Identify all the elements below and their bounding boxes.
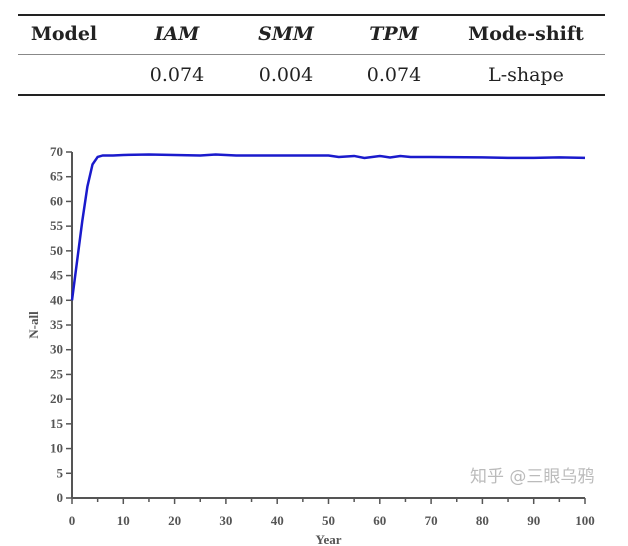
x-tick-label: 50: [322, 513, 335, 528]
header-tpm: TPM: [369, 23, 419, 45]
y-tick-label: 60: [50, 193, 63, 208]
y-tick-label: 15: [50, 416, 64, 431]
y-tick-label: 5: [57, 465, 64, 480]
y-tick-label: 55: [50, 218, 64, 233]
y-tick-label: 70: [50, 144, 63, 159]
header-iam: IAM: [154, 23, 200, 45]
y-tick-label: 35: [50, 317, 64, 332]
x-tick-label: 30: [219, 513, 232, 528]
cell-mode-shift: L-shape: [488, 64, 564, 86]
y-axis-label: N-all: [26, 311, 41, 339]
x-tick-label: 70: [425, 513, 438, 528]
y-tick-label: 30: [50, 342, 63, 357]
x-tick-label: 90: [527, 513, 540, 528]
x-tick-label: 40: [271, 513, 284, 528]
y-tick-label: 10: [50, 441, 63, 456]
x-tick-label: 60: [373, 513, 386, 528]
y-tick-label: 0: [57, 490, 64, 505]
y-tick-label: 50: [50, 243, 63, 258]
table-top-rule: [18, 14, 605, 16]
watermark: 知乎 @三眼乌鸦: [470, 467, 595, 487]
y-tick-label: 20: [50, 391, 63, 406]
header-smm: SMM: [258, 23, 314, 45]
x-tick-label: 80: [476, 513, 489, 528]
y-tick-label: 40: [50, 292, 63, 307]
table-mid-rule: [18, 54, 605, 55]
x-axis-label: Year: [316, 532, 342, 546]
x-tick-label: 20: [168, 513, 181, 528]
cell-iam: 0.074: [149, 64, 205, 86]
header-mode-shift: Mode-shift: [468, 23, 584, 45]
header-model: Model: [30, 23, 98, 45]
cell-smm: 0.004: [258, 64, 314, 86]
cell-tpm: 0.074: [366, 64, 422, 86]
x-tick-label: 0: [69, 513, 76, 528]
x-tick-label: 100: [575, 513, 595, 528]
y-tick-label: 45: [50, 268, 64, 283]
y-tick-label: 25: [50, 366, 64, 381]
table-bottom-rule: [18, 94, 605, 96]
y-tick-label: 65: [50, 169, 64, 184]
series-line: [70, 153, 586, 301]
x-tick-label: 10: [117, 513, 130, 528]
